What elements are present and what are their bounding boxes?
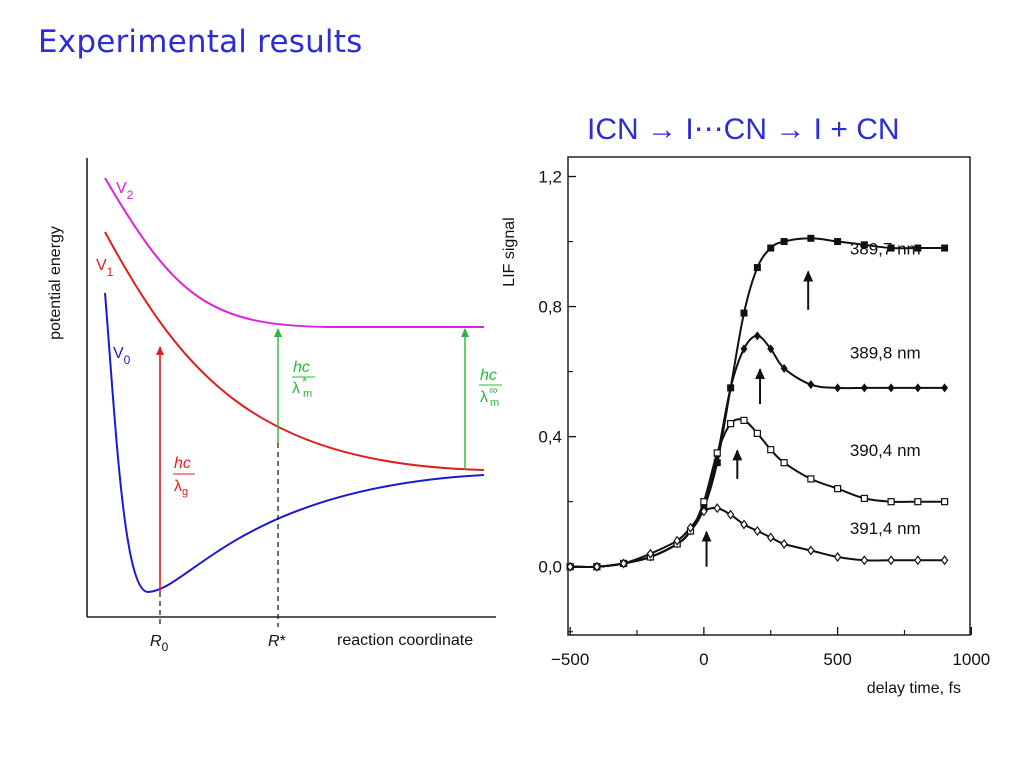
svg-text:λg: λg: [174, 478, 188, 498]
lif-x-axis-label: delay time, fs: [867, 680, 961, 697]
data-point: [740, 519, 748, 530]
data-point: [887, 555, 895, 566]
fit-curve-389-7-nm: [570, 237, 945, 568]
data-point: [767, 446, 775, 454]
data-point: [914, 244, 922, 252]
annotation-hc-lambda-m-star: hc λ * m: [292, 359, 315, 400]
data-point: [593, 561, 601, 572]
slide-title: Experimental results: [38, 24, 363, 60]
annotation-hc-lambda-m-inf: hc λ ∞ m: [479, 367, 502, 409]
data-point: [740, 416, 748, 424]
data-point: [807, 475, 815, 483]
data-point: [566, 561, 574, 572]
data-point: [887, 383, 895, 393]
data-point: [780, 538, 788, 549]
x-tick-label: −500: [551, 650, 589, 669]
y-tick-label: 1,2: [538, 168, 562, 187]
svg-text:λ: λ: [292, 380, 300, 397]
data-point: [700, 506, 708, 517]
data-point: [940, 555, 949, 566]
svg-text:λ: λ: [480, 389, 488, 406]
tick-label-R0: R0: [150, 633, 169, 654]
data-point: [753, 429, 761, 437]
data-point: [727, 383, 735, 393]
data-point: [740, 344, 748, 354]
data-point: [833, 551, 842, 562]
pe-y-axis-label: potential energy: [47, 226, 64, 340]
data-point: [941, 383, 949, 393]
data-point: [686, 522, 695, 533]
data-point: [914, 498, 922, 506]
data-point: [726, 509, 735, 520]
data-point: [646, 548, 655, 559]
data-point: [807, 545, 815, 556]
lif-y-axis-label: LIF signal: [501, 217, 518, 286]
data-point: [780, 238, 788, 246]
data-point: [740, 309, 748, 317]
data-point: [860, 241, 868, 249]
data-point: [713, 503, 721, 514]
lif-signal-chart: −500 0 500 1000 0,0 0,4 0,8 1,2 389,7 nm 389,8 n…: [501, 156, 990, 697]
label-V0: V0: [113, 345, 131, 367]
potential-energy-chart: potential energy reaction coordinate V2 …: [47, 158, 502, 654]
label-V2: V2: [116, 180, 134, 202]
y-tick-label: 0,4: [538, 428, 562, 447]
pe-x-axis-label: reaction coordinate: [337, 632, 473, 649]
data-point: [807, 234, 815, 242]
svg-text:∞: ∞: [489, 383, 498, 397]
x-tick-label: 500: [823, 650, 851, 669]
reaction-equation: ICN → I⋯CN → I + CN: [587, 113, 900, 146]
series-label: 389,8 nm: [850, 344, 921, 363]
data-point: [940, 498, 949, 506]
data-point: [780, 459, 788, 467]
curve-V0: [104, 292, 485, 594]
data-point: [807, 380, 815, 390]
data-point: [700, 498, 708, 506]
svg-text:m: m: [490, 397, 499, 409]
y-tick-label: 0,8: [538, 298, 562, 317]
data-point: [941, 244, 949, 252]
data-point: [887, 498, 895, 506]
data-point: [914, 383, 922, 393]
data-point: [766, 532, 775, 543]
curve-V1: [104, 231, 485, 471]
data-point: [780, 363, 788, 373]
data-point: [834, 238, 842, 246]
data-point: [753, 264, 761, 272]
data-point: [834, 383, 842, 393]
data-point: [860, 555, 869, 566]
data-point: [767, 244, 775, 252]
data-point: [914, 555, 922, 566]
curve-V2: [104, 177, 484, 328]
svg-text:hc: hc: [480, 367, 497, 384]
data-point: [767, 344, 775, 354]
series-label: 389,7 nm: [850, 240, 921, 259]
y-tick-label: 0,0: [538, 558, 562, 577]
data-point: [619, 558, 628, 569]
data-point: [753, 525, 762, 536]
tick-label-Rstar: R*: [268, 633, 286, 650]
data-point: [834, 485, 842, 493]
series-label: 391,4 nm: [850, 519, 921, 538]
svg-text:*: *: [302, 374, 307, 389]
data-point: [860, 383, 868, 393]
data-point: [860, 494, 868, 503]
label-V1: V1: [96, 257, 114, 279]
series-label: 390,4 nm: [850, 441, 921, 460]
data-point: [727, 420, 735, 428]
data-point: [753, 331, 761, 341]
x-tick-label: 0: [699, 650, 708, 669]
data-point: [713, 449, 721, 457]
svg-text:m: m: [303, 388, 312, 400]
lif-plot-frame: [567, 156, 971, 636]
svg-text:hc: hc: [174, 455, 191, 472]
data-point: [713, 459, 721, 467]
data-point: [887, 244, 895, 252]
x-tick-label: 1000: [952, 650, 990, 669]
data-point: [673, 535, 681, 546]
annotation-hc-lambda-g: hc λg: [173, 455, 195, 498]
svg-text:hc: hc: [293, 359, 310, 376]
